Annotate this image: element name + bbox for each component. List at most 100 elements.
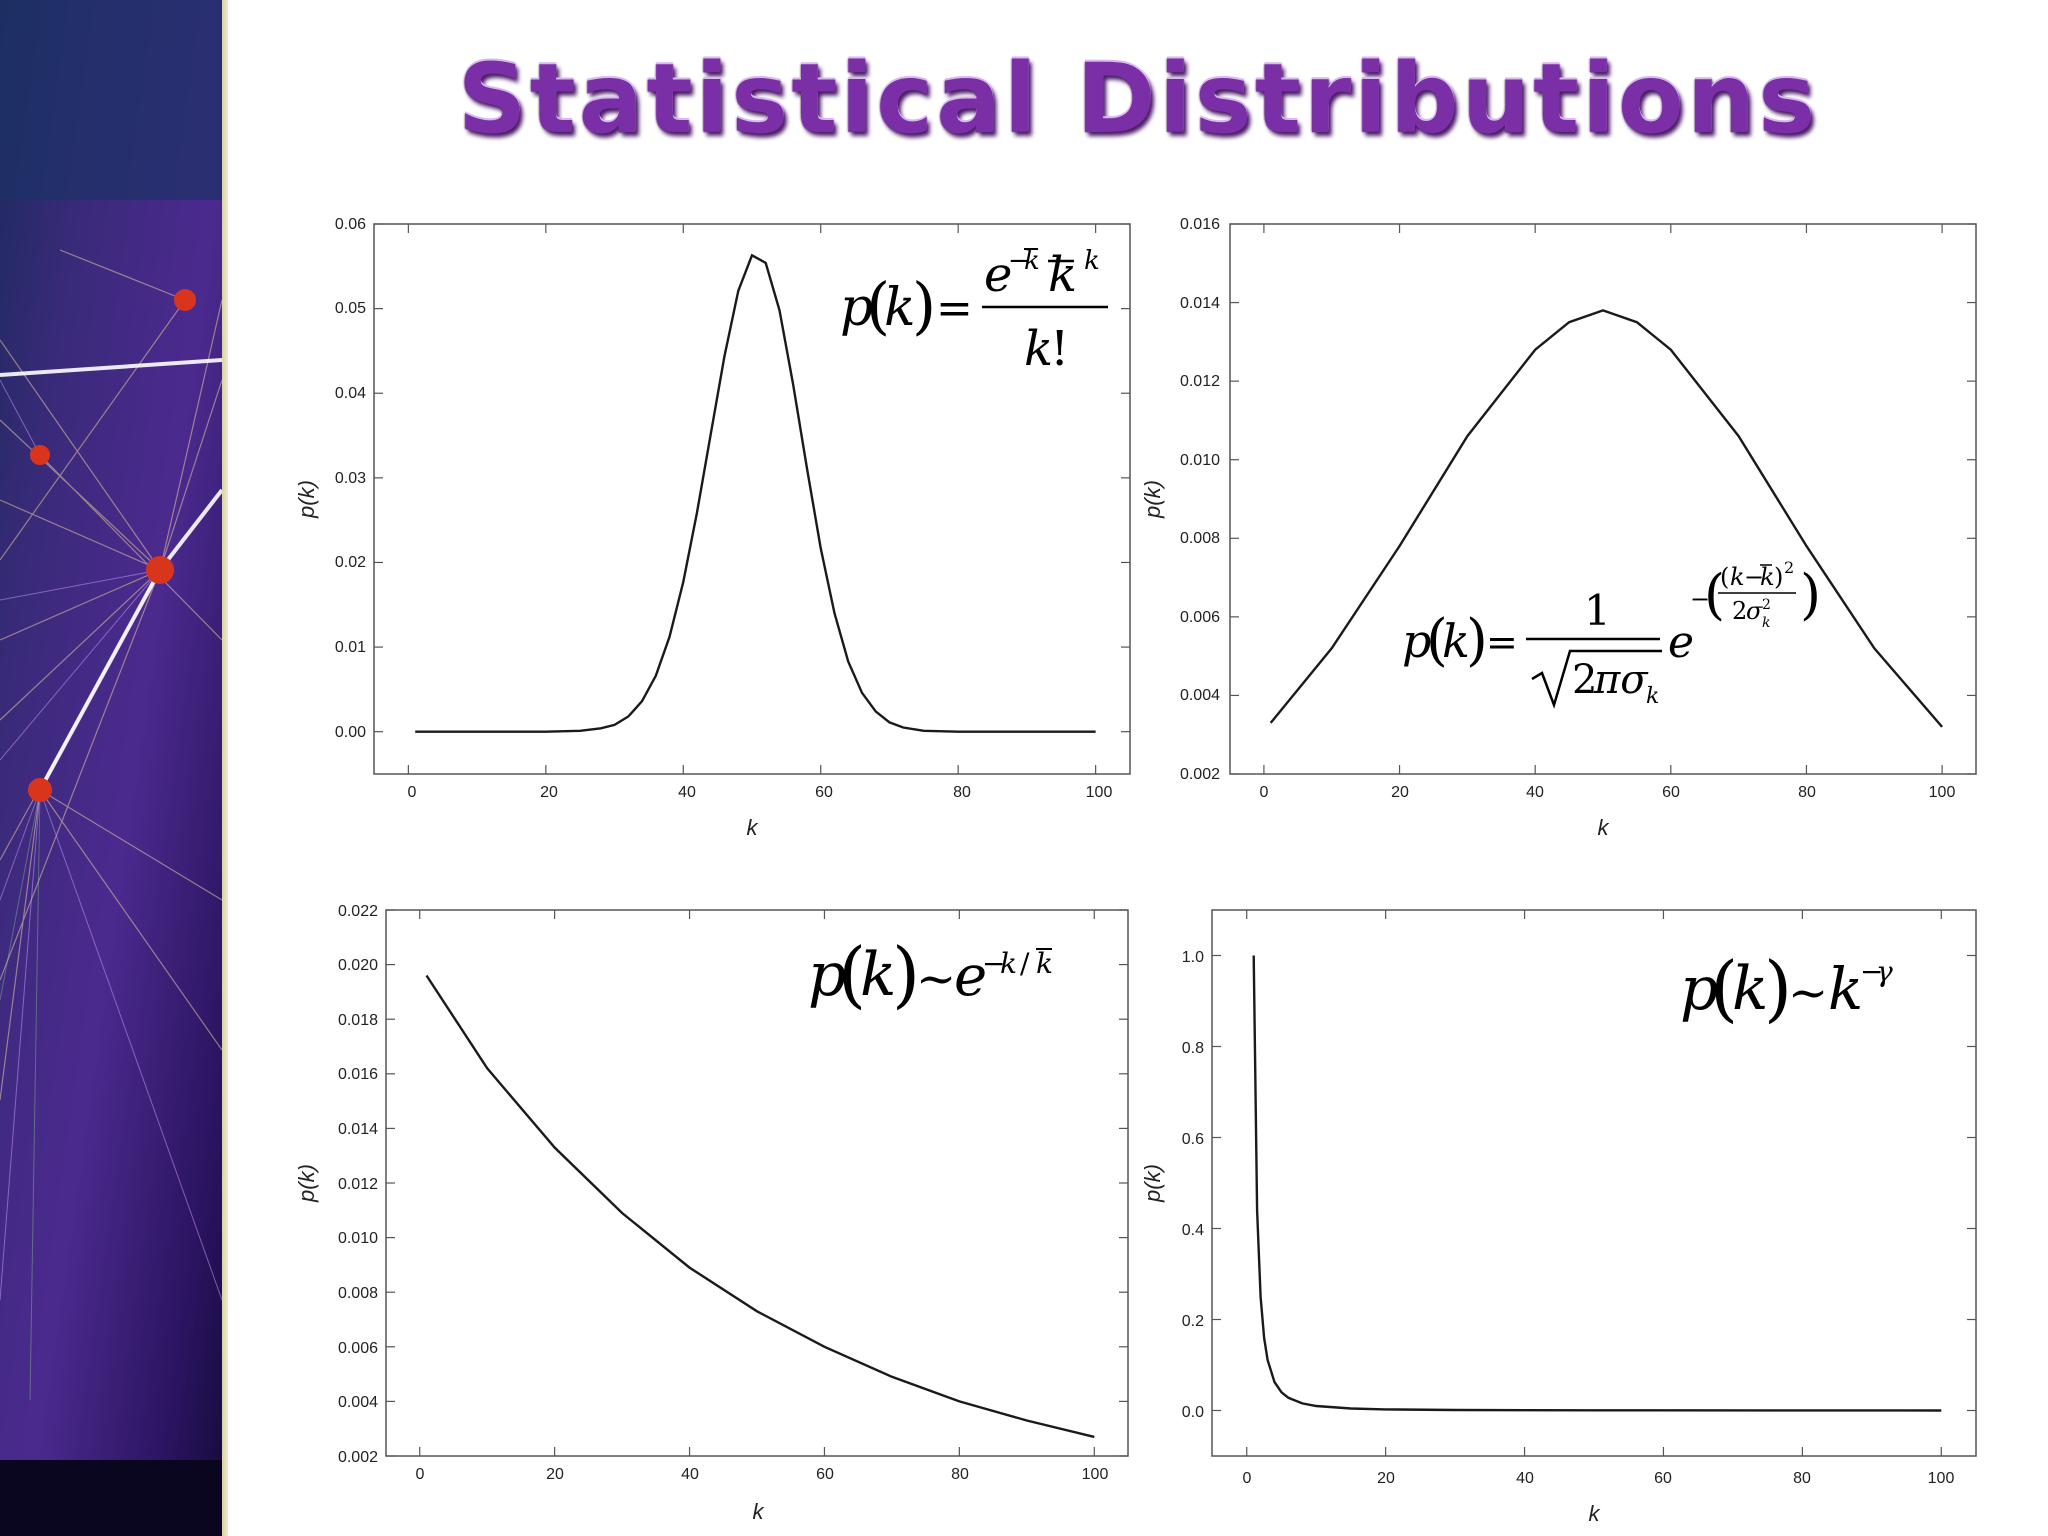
y-tick-label: 0.010: [1180, 452, 1220, 469]
svg-text:k: k: [1024, 321, 1053, 377]
svg-text:k: k: [1646, 684, 1659, 709]
side-divider: [222, 0, 228, 1536]
x-tick-label: 40: [681, 1466, 699, 1483]
y-tick-label: 0.002: [1180, 766, 1220, 783]
x-tick-label: 0: [1243, 1470, 1252, 1487]
svg-text:k: k: [1442, 614, 1470, 668]
svg-text:~: ~: [916, 951, 956, 1007]
chart-poisson: 0.06 0.05 0.04 0.03 0.02 0.01 0.00 0 20 …: [294, 216, 1131, 840]
x-tick-label: 80: [1798, 784, 1816, 801]
svg-text:k: k: [1048, 247, 1077, 303]
x-tick-label: 100: [1928, 1470, 1955, 1487]
svg-text:(: (: [866, 269, 890, 342]
y-tick-label: 0.004: [1180, 687, 1220, 704]
svg-text:p: p: [1402, 614, 1431, 668]
tick-marks: [1212, 910, 1976, 1456]
y-tick-label: 0.05: [335, 300, 366, 317]
x-tick-label: 20: [546, 1466, 564, 1483]
y-tick-label: 0.6: [1182, 1131, 1204, 1148]
tick-marks: [374, 223, 1130, 774]
x-tick-label: 80: [1793, 1470, 1811, 1487]
chart-powerlaw-panel: 1.0 0.8 0.6 0.4 0.2 0.0 0 20 40 60 80 10…: [1140, 893, 2008, 1533]
x-tick-labels: 0 20 40 60 80 100: [1243, 1470, 1955, 1487]
y-tick-label: 0.008: [338, 1285, 378, 1302]
svg-text:k: k: [1036, 947, 1053, 980]
network-artwork: [0, 0, 222, 1536]
formula-poisson: p ( k ) = e − k k k k !: [840, 246, 1108, 377]
svg-text:2: 2: [1784, 558, 1794, 577]
series-line: [415, 253, 1096, 733]
formula-gaussian: p ( k ) = 1 2 πσ k e − ( ( k − k ) 2 2 σ…: [1402, 558, 1821, 709]
svg-text:−: −: [1860, 955, 1883, 988]
y-tick-label: 0.2: [1182, 1313, 1204, 1330]
y-tick-label: 0.006: [338, 1340, 378, 1357]
y-tick-label: 0.012: [338, 1176, 378, 1193]
svg-text:−: −: [1690, 585, 1710, 613]
svg-text:σ: σ: [1746, 597, 1763, 625]
svg-text:=: =: [1486, 620, 1518, 664]
svg-text:k: k: [1730, 563, 1745, 591]
x-tick-label: 0: [416, 1466, 425, 1483]
x-tick-label: 60: [1662, 784, 1680, 801]
svg-text:e: e: [1668, 617, 1694, 668]
svg-text:): ): [1466, 608, 1488, 673]
y-tick-label: 0.014: [338, 1121, 378, 1138]
chart-powerlaw: 1.0 0.8 0.6 0.4 0.2 0.0 0 20 40 60 80 10…: [1140, 909, 1977, 1526]
svg-text:): ): [1764, 946, 1792, 1030]
x-tick-label: 100: [1086, 784, 1113, 801]
chart-gaussian: 0.016 0.014 0.012 0.010 0.008 0.006 0.00…: [1140, 216, 1977, 840]
x-tick-labels: 0 20 40 60 80 100: [416, 1466, 1109, 1483]
svg-text:k: k: [1084, 246, 1100, 276]
x-tick-label: 20: [1391, 784, 1409, 801]
series-line: [425, 974, 1095, 1439]
y-tick-label: 0.06: [335, 216, 366, 233]
plot-frame: [1229, 223, 1977, 775]
svg-text:(: (: [838, 932, 866, 1016]
chart-poisson-panel: 0.06 0.05 0.04 0.03 0.02 0.01 0.00 0 20 …: [288, 205, 1138, 845]
x-tick-label: 20: [540, 784, 558, 801]
y-tick-label: 0.8: [1182, 1040, 1204, 1057]
svg-text:p: p: [840, 278, 873, 338]
plot-frame: [385, 909, 1129, 1457]
x-tick-label: 40: [678, 784, 696, 801]
svg-text:): ): [1774, 563, 1783, 591]
y-tick-label: 0.02: [335, 554, 366, 571]
tick-marks: [1230, 223, 1976, 775]
y-tick-label: 0.020: [338, 957, 378, 974]
svg-text:k: k: [1000, 947, 1017, 980]
y-tick-label: 0.018: [338, 1012, 378, 1029]
x-tick-label: 40: [1526, 784, 1544, 801]
svg-text:k: k: [1760, 563, 1775, 591]
svg-text:p: p: [808, 940, 846, 1010]
svg-text:e: e: [954, 944, 987, 1009]
y-axis-label: p(k): [1140, 1164, 1165, 1203]
svg-text:e: e: [984, 247, 1012, 303]
formula-exponential: p ( k ) ~ e − k / k: [808, 932, 1053, 1016]
svg-text:k: k: [1828, 955, 1863, 1023]
tick-marks: [386, 909, 1128, 1457]
y-tick-label: 0.012: [1180, 373, 1220, 390]
y-axis-label: p(k): [294, 480, 319, 519]
x-tick-label: 60: [816, 1466, 834, 1483]
y-tick-label: 0.010: [338, 1230, 378, 1247]
x-tick-label: 100: [1929, 784, 1956, 801]
svg-text:−: −: [1744, 563, 1764, 591]
plot-frame: [1211, 909, 1977, 1457]
svg-text:γ: γ: [1876, 955, 1893, 988]
svg-text:k: k: [1732, 954, 1768, 1024]
y-tick-label: 0.03: [335, 470, 366, 487]
x-tick-labels: 0 20 40 60 80 100: [1260, 784, 1956, 801]
y-tick-label: 0.008: [1180, 530, 1220, 547]
x-axis-label: k: [1598, 815, 1610, 840]
chart-exponential: 0.022 0.020 0.018 0.016 0.014 0.012 0.01…: [294, 903, 1129, 1524]
x-tick-label: 40: [1516, 1470, 1534, 1487]
svg-text:p: p: [1680, 954, 1718, 1024]
svg-text:): ): [892, 932, 920, 1016]
svg-text:(: (: [1710, 946, 1738, 1030]
y-tick-label: 0.006: [1180, 609, 1220, 626]
svg-text:πσ: πσ: [1593, 657, 1649, 703]
y-tick-label: 0.04: [335, 385, 366, 402]
x-tick-label: 80: [953, 784, 971, 801]
y-tick-labels: 1.0 0.8 0.6 0.4 0.2 0.0: [1182, 949, 1204, 1421]
y-tick-label: 0.0: [1182, 1404, 1204, 1421]
